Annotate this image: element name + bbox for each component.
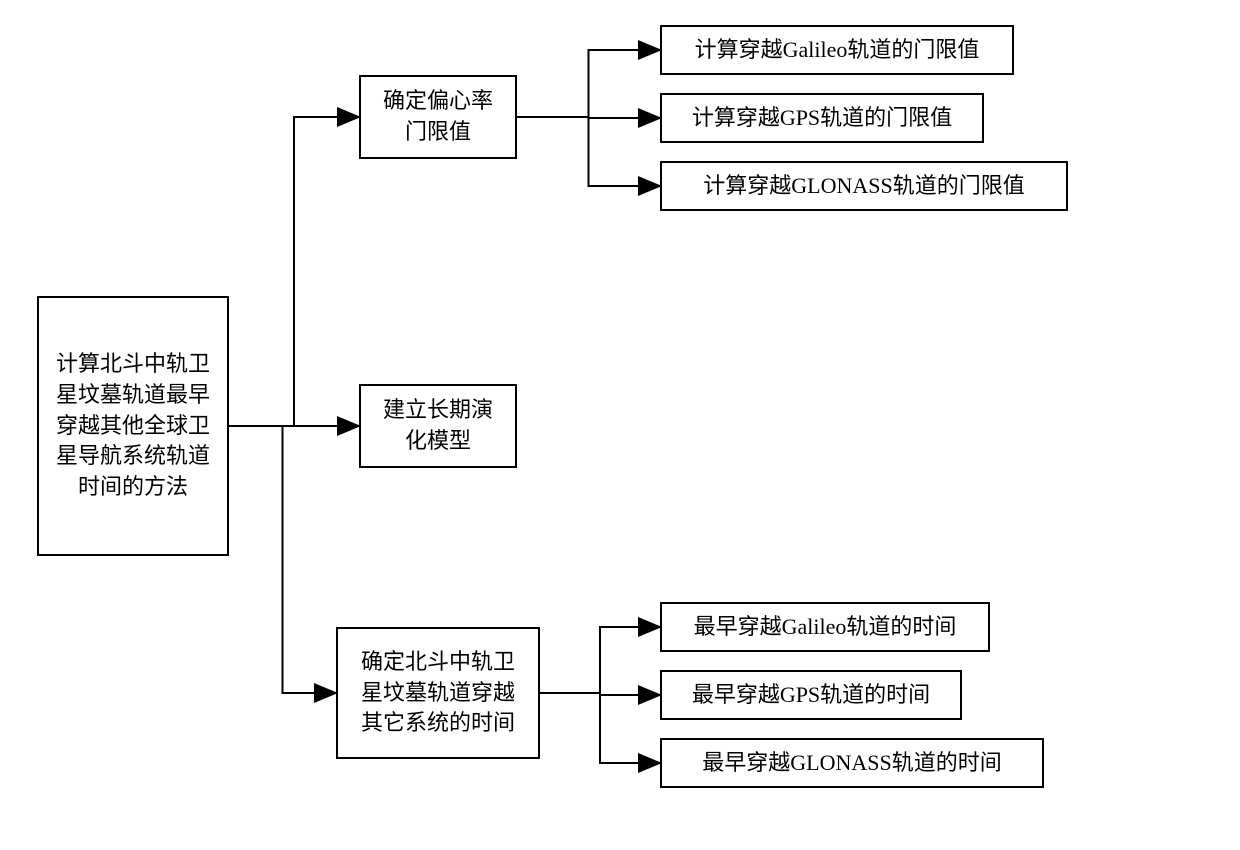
branch-1-node: 确定偏心率门限值 [359,75,517,159]
root-node: 计算北斗中轨卫星坟墓轨道最早穿越其他全球卫星导航系统轨道时间的方法 [37,296,229,556]
branch-3-node: 确定北斗中轨卫星坟墓轨道穿越其它系统的时间 [336,627,540,759]
leaf-label: 计算穿越GPS轨道的门限值 [692,103,952,134]
leaf-label: 计算穿越Galileo轨道的门限值 [695,35,980,66]
branch-2-node: 建立长期演化模型 [359,384,517,468]
root-label: 计算北斗中轨卫星坟墓轨道最早穿越其他全球卫星导航系统轨道时间的方法 [53,349,213,503]
leaf-label: 计算穿越GLONASS轨道的门限值 [703,171,1024,202]
leaf-gps-time: 最早穿越GPS轨道的时间 [660,670,962,720]
leaf-label: 最早穿越GPS轨道的时间 [692,680,930,711]
branch-2-label: 建立长期演化模型 [375,395,501,457]
leaf-galileo-threshold: 计算穿越Galileo轨道的门限值 [660,25,1014,75]
branch-3-label: 确定北斗中轨卫星坟墓轨道穿越其它系统的时间 [352,647,524,739]
leaf-galileo-time: 最早穿越Galileo轨道的时间 [660,602,990,652]
leaf-gps-threshold: 计算穿越GPS轨道的门限值 [660,93,984,143]
branch-1-label: 确定偏心率门限值 [375,86,501,148]
leaf-label: 最早穿越GLONASS轨道的时间 [702,748,1001,779]
leaf-glonass-threshold: 计算穿越GLONASS轨道的门限值 [660,161,1068,211]
leaf-label: 最早穿越Galileo轨道的时间 [694,612,957,643]
leaf-glonass-time: 最早穿越GLONASS轨道的时间 [660,738,1044,788]
